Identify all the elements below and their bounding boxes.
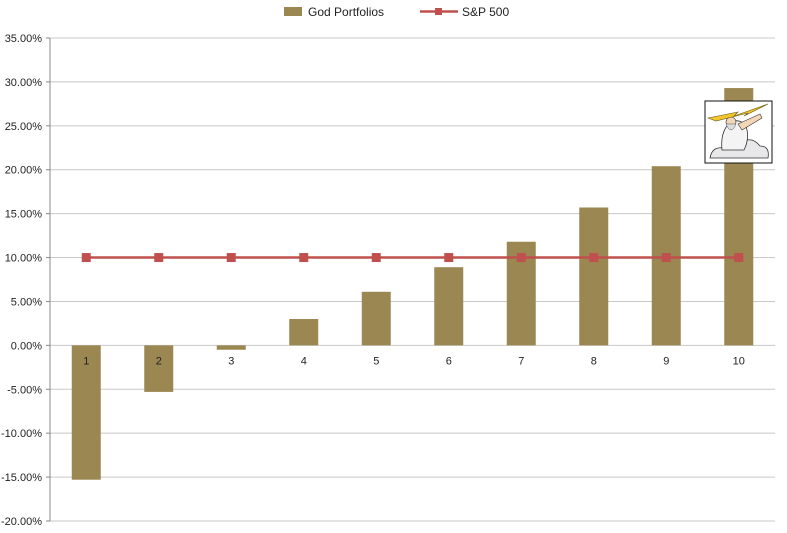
bar: [361, 291, 391, 346]
y-tick-label: -5.00%: [7, 384, 42, 396]
bar-series: [71, 88, 754, 480]
y-tick-label: 15.00%: [5, 209, 43, 221]
line-marker: [154, 253, 164, 263]
line-marker: [226, 253, 236, 263]
x-tick-label: 3: [228, 355, 234, 367]
x-tick-label: 6: [446, 355, 452, 367]
x-tick-label: 1: [83, 355, 89, 367]
x-tick-label: 2: [156, 355, 162, 367]
bar: [289, 319, 319, 346]
y-tick-label: 0.00%: [11, 340, 42, 352]
line-marker: [371, 253, 381, 263]
zeus-thunderbolt-illustration: [704, 100, 773, 164]
bar: [216, 345, 246, 350]
y-tick-label: -20.00%: [1, 516, 42, 528]
y-tick-label: 10.00%: [5, 253, 43, 265]
y-tick-label: 25.00%: [5, 121, 43, 133]
legend-label-line: S&P 500: [462, 5, 509, 19]
y-tick-label: 5.00%: [11, 296, 42, 308]
bar: [71, 345, 101, 480]
y-tick-label: 35.00%: [5, 33, 43, 45]
line-series: [81, 253, 744, 263]
line-marker: [589, 253, 599, 263]
y-tick-label: 20.00%: [5, 165, 43, 177]
y-tick-label: -10.00%: [1, 428, 42, 440]
line-marker: [516, 253, 526, 263]
y-tick-label: 30.00%: [5, 77, 43, 89]
x-tick-label: 5: [373, 355, 379, 367]
line-marker: [299, 253, 309, 263]
x-tick-label: 9: [663, 355, 669, 367]
legend-label-bar: God Portfolios: [308, 5, 384, 19]
x-tick-label: 7: [518, 355, 524, 367]
line-marker: [734, 253, 744, 263]
x-axis-ticks: 1 2 3 4 5 6 7 8 9 10: [83, 355, 745, 367]
legend: God Portfolios S&P 500: [284, 5, 509, 19]
y-axis-ticks: 35.00% 30.00% 25.00% 20.00% 15.00% 10.00% 5.00…: [1, 33, 50, 528]
y-tick-label: -15.00%: [1, 472, 42, 484]
bar: [434, 267, 464, 346]
line-marker: [444, 253, 454, 263]
legend-swatch-marker: [435, 8, 442, 15]
x-tick-label: 10: [733, 355, 745, 367]
x-tick-label: 4: [301, 355, 307, 367]
line-marker: [661, 253, 671, 263]
bar: [144, 345, 174, 392]
x-tick-label: 8: [591, 355, 597, 367]
bar: [579, 207, 609, 346]
legend-swatch-bar: [284, 7, 302, 16]
line-marker: [81, 253, 91, 263]
